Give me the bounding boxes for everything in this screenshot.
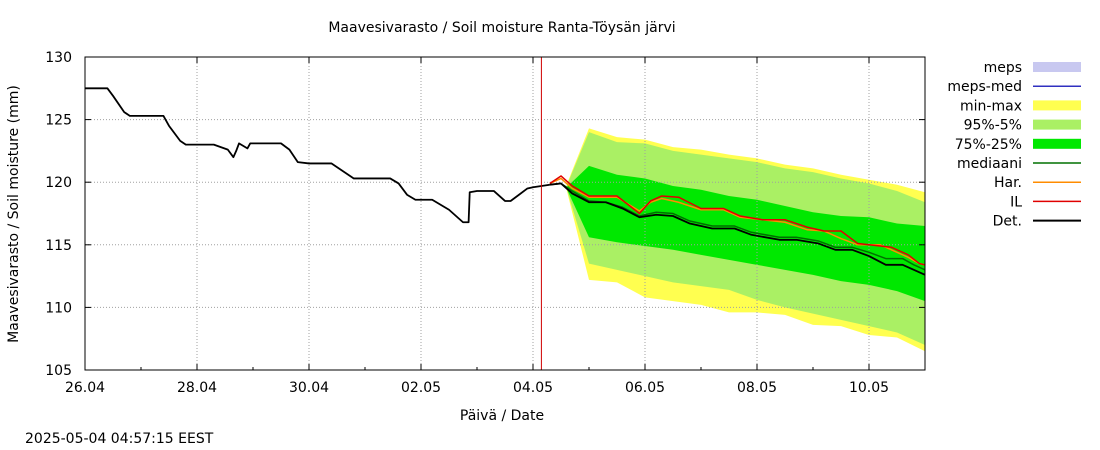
x-tick-label: 30.04	[289, 380, 329, 396]
legend-label-p75_25: 75%-25%	[955, 137, 1022, 153]
y-axis-label: Maavesivarasto / Soil moisture (mm)	[6, 85, 22, 343]
y-tick-label: 105	[45, 363, 72, 379]
y-tick-label: 110	[45, 300, 72, 316]
x-tick-label: 06.05	[625, 380, 665, 396]
legend-swatch-meps	[1033, 62, 1081, 72]
legend-swatch-p75_25	[1033, 138, 1081, 149]
legend-swatch-minmax	[1033, 100, 1081, 111]
y-tick-label: 115	[45, 238, 72, 254]
y-tick-label: 125	[45, 113, 72, 129]
legend-label-meps: meps	[984, 60, 1022, 76]
legend-label-mediaani: mediaani	[957, 156, 1022, 172]
legend: meps meps-med min-max 95%-5% 75%-25% mediaani…	[947, 60, 1081, 230]
series-line-il	[549, 175, 926, 266]
x-tick-label: 28.04	[177, 380, 217, 396]
legend-label-p95_5: 95%-5%	[964, 118, 1022, 134]
x-tick-label: 10.05	[849, 380, 889, 396]
legend-label-il: IL	[1010, 194, 1022, 210]
series-lines	[85, 87, 926, 276]
x-tick-label: 26.04	[65, 380, 105, 396]
x-axis-ticks: 26.04 28.04 30.04 02.05 04.05 06.05 08.05 10.05	[65, 57, 889, 396]
legend-label-det: Det.	[993, 214, 1022, 230]
x-tick-label: 02.05	[401, 380, 441, 396]
chart-title: Maavesivarasto / Soil moisture Ranta-Töy…	[328, 20, 675, 36]
series-line-det-forecast	[549, 182, 926, 276]
forecast-bands	[566, 128, 925, 352]
legend-label-minmax: min-max	[960, 98, 1022, 114]
legend-swatch-p95_5	[1033, 119, 1081, 130]
series-line-det-history	[85, 87, 550, 224]
timestamp: 2025-05-04 04:57:15 EEST	[25, 431, 214, 447]
plot-frame	[84, 56, 926, 371]
x-tick-label: 04.05	[513, 380, 553, 396]
x-axis-label: Päivä / Date	[460, 408, 544, 424]
y-axis-ticks: 105 110 115 120 125 130	[45, 50, 925, 379]
y-tick-label: 120	[45, 175, 72, 191]
y-tick-label: 130	[45, 50, 72, 66]
legend-label-har: Har.	[994, 175, 1022, 191]
x-tick-label: 08.05	[737, 380, 777, 396]
grid-lines	[85, 57, 925, 370]
legend-label-meps_med: meps-med	[947, 79, 1022, 95]
